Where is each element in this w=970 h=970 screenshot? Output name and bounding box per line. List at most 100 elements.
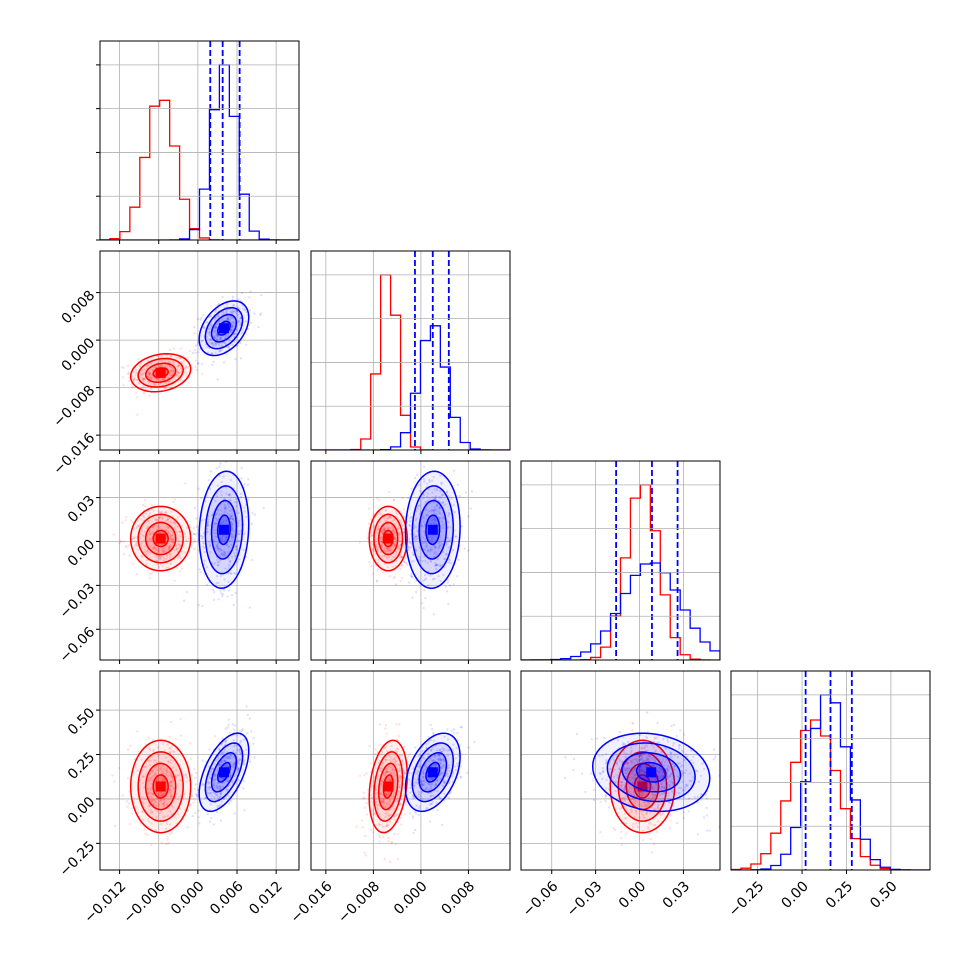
scatter-point — [203, 559, 207, 562]
scatter-point — [645, 757, 649, 761]
panel-frame — [520, 670, 721, 871]
scatter-point — [653, 795, 657, 798]
scatter-point — [160, 510, 164, 514]
scatter-point — [151, 369, 155, 372]
scatter-point — [632, 815, 636, 819]
scatter-point — [394, 754, 397, 757]
scatter-point — [242, 548, 245, 552]
scatter-point — [146, 525, 150, 528]
scatter-point — [387, 547, 390, 550]
scatter-point — [442, 749, 445, 752]
scatter-point — [434, 561, 437, 565]
scatter-point — [212, 823, 216, 826]
scatter-point — [397, 539, 401, 542]
scatter-point — [216, 322, 219, 326]
scatter-point — [228, 774, 232, 778]
scatter-point — [430, 759, 434, 762]
scatter-point — [230, 529, 233, 533]
scatter-point — [238, 519, 241, 522]
scatter-point — [164, 827, 168, 831]
scatter-point — [422, 520, 426, 523]
scatter-point — [179, 530, 182, 534]
scatter-point — [642, 769, 646, 772]
scatter-point — [661, 758, 665, 761]
scatter-point — [135, 378, 139, 382]
scatter-point — [411, 551, 414, 554]
scatter-point — [638, 754, 642, 758]
scatter-point — [184, 539, 188, 542]
scatter-point — [414, 525, 418, 529]
scatter-point — [143, 786, 146, 790]
scatter-point — [223, 589, 226, 592]
scatter-point — [202, 541, 205, 545]
scatter-point — [424, 541, 427, 545]
scatter-point — [638, 816, 641, 819]
scatter-point — [150, 503, 153, 507]
scatter-point — [141, 504, 145, 507]
scatter-point — [370, 564, 373, 568]
scatter-point — [126, 364, 130, 368]
scatter-point — [239, 752, 242, 755]
scatter-point — [423, 502, 426, 506]
scatter-point — [133, 377, 136, 381]
scatter-point — [241, 728, 245, 731]
scatter-point — [226, 543, 229, 547]
scatter-point — [684, 753, 688, 756]
scatter-point — [699, 774, 703, 778]
scatter-point — [647, 757, 650, 760]
scatter-point — [164, 510, 167, 514]
scatter-point — [712, 758, 715, 761]
scatter-point — [379, 792, 383, 796]
scatter-point — [433, 754, 436, 757]
scatter-point — [219, 548, 223, 551]
scatter-point — [238, 758, 241, 762]
scatter-point — [221, 593, 224, 596]
scatter-point — [420, 797, 423, 801]
scatter-point — [409, 516, 412, 520]
scatter-point — [422, 477, 426, 481]
scatter-point — [156, 563, 160, 566]
scatter-point — [418, 559, 421, 562]
scatter-point — [398, 774, 401, 777]
panel-frame — [99, 250, 300, 451]
scatter-point — [394, 536, 397, 540]
scatter-point — [662, 764, 666, 767]
scatter-point — [233, 321, 236, 324]
scatter-point — [227, 567, 230, 570]
scatter-point — [191, 814, 195, 818]
scatter-point — [235, 544, 239, 548]
scatter-point — [363, 796, 366, 800]
scatter-point — [365, 801, 368, 805]
x-tick-label: −0.008 — [335, 878, 383, 926]
scatter-point — [442, 523, 445, 527]
scatter-point — [168, 735, 172, 739]
scatter-point — [443, 747, 446, 751]
scatter-point — [162, 559, 166, 563]
scatter-point — [657, 740, 660, 744]
scatter-point — [653, 740, 656, 744]
scatter-point — [410, 515, 414, 519]
scatter-point — [442, 780, 446, 783]
scatter-point — [439, 758, 442, 762]
scatter-point — [626, 752, 629, 756]
scatter-point — [660, 793, 663, 796]
scatter-point — [649, 782, 653, 786]
scatter-point — [388, 754, 391, 758]
scatter-point — [642, 801, 646, 804]
scatter-point — [414, 828, 417, 832]
scatter-point — [150, 795, 153, 798]
scatter-point — [225, 788, 228, 791]
panel-content — [112, 461, 265, 609]
scatter-point — [446, 772, 449, 776]
scatter-point — [433, 518, 436, 521]
scatter-point — [387, 840, 390, 843]
panel-content — [731, 671, 930, 870]
scatter-point — [382, 761, 385, 765]
scatter-point — [163, 800, 166, 804]
scatter-point — [439, 772, 443, 776]
scatter-point — [447, 763, 450, 767]
scatter-point — [388, 515, 391, 519]
scatter-point — [385, 802, 388, 806]
scatter-point — [226, 309, 229, 312]
scatter-point — [162, 798, 166, 802]
